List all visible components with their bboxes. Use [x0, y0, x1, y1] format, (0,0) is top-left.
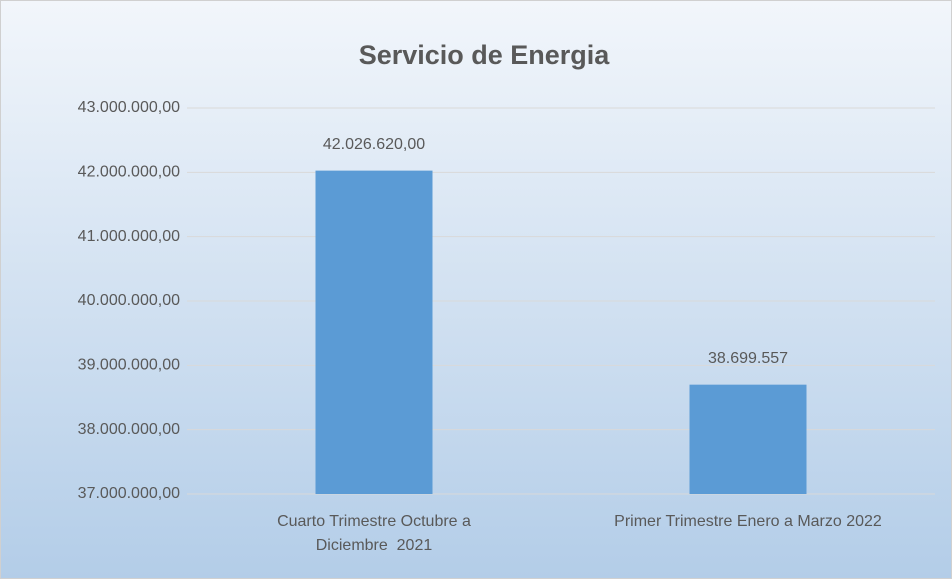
bar — [315, 170, 433, 494]
y-tick-label: 38.000.000,00 — [78, 421, 180, 438]
bar — [689, 384, 807, 494]
data-label: 42.026.620,00 — [323, 136, 425, 153]
x-tick-label-box: Primer Trimestre Enero a Marzo 2022 — [614, 513, 882, 530]
y-tick-label: 42.000.000,00 — [78, 164, 180, 181]
y-tick-label: 43.000.000,00 — [78, 99, 180, 116]
data-label: 38.699.557 — [708, 350, 788, 367]
y-tick-label: 39.000.000,00 — [78, 357, 180, 374]
x-tick-label: Primer Trimestre Enero a Marzo 2022 — [614, 513, 882, 530]
y-tick-label: 37.000.000,00 — [78, 485, 180, 502]
y-tick-label: 40.000.000,00 — [78, 292, 180, 309]
chart-title: Servicio de Energia — [359, 40, 611, 70]
y-tick-label: 41.000.000,00 — [78, 228, 180, 245]
x-tick-label: Cuarto Trimestre Octubre a Diciembre 202… — [277, 513, 471, 554]
x-tick-label-box: Cuarto Trimestre Octubre a Diciembre 202… — [277, 513, 471, 554]
